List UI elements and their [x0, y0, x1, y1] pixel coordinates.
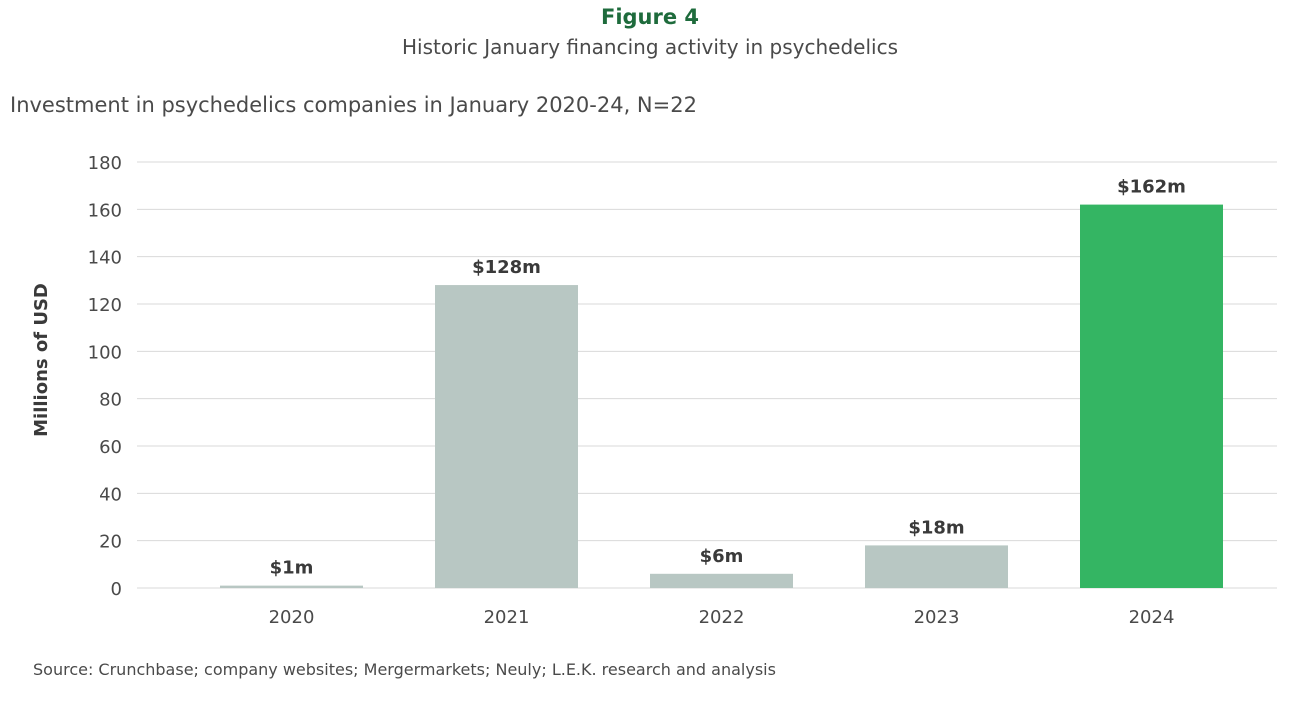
y-tick-label: 180 — [88, 153, 122, 174]
y-tick-label: 20 — [99, 532, 122, 553]
figure-label: Figure 4 — [600, 5, 700, 29]
x-tick-label: 2023 — [914, 607, 960, 628]
y-tick-label: 40 — [99, 484, 122, 505]
data-label-2021: $128m — [472, 257, 541, 278]
chart-title: Investment in psychedelics companies in … — [10, 93, 697, 117]
x-tick-label: 2021 — [484, 607, 530, 628]
data-label-2020: $1m — [270, 558, 314, 579]
y-tick-label: 60 — [99, 437, 122, 458]
y-tick-label: 80 — [99, 390, 122, 411]
data-label-2024: $162m — [1117, 177, 1186, 198]
bar-2020 — [220, 585, 363, 588]
source-note: Source: Crunchbase; company websites; Me… — [33, 660, 776, 679]
y-tick-label: 120 — [88, 295, 122, 316]
bar-2024 — [1080, 204, 1223, 588]
y-tick-label: 0 — [111, 579, 122, 600]
x-tick-label: 2024 — [1129, 607, 1175, 628]
bar-2021 — [435, 285, 578, 588]
data-label-2023: $18m — [908, 517, 964, 538]
bar-2022 — [650, 573, 793, 588]
figure-title: Historic January financing activity in p… — [401, 35, 898, 59]
x-tick-label: 2022 — [699, 607, 745, 628]
data-label-2022: $6m — [700, 546, 744, 567]
y-axis-label: Millions of USD — [31, 283, 52, 437]
y-tick-label: 140 — [88, 248, 122, 269]
x-tick-label: 2020 — [269, 607, 315, 628]
y-tick-label: 100 — [88, 342, 122, 363]
y-tick-label: 160 — [88, 200, 122, 221]
bar-2023 — [865, 545, 1008, 588]
